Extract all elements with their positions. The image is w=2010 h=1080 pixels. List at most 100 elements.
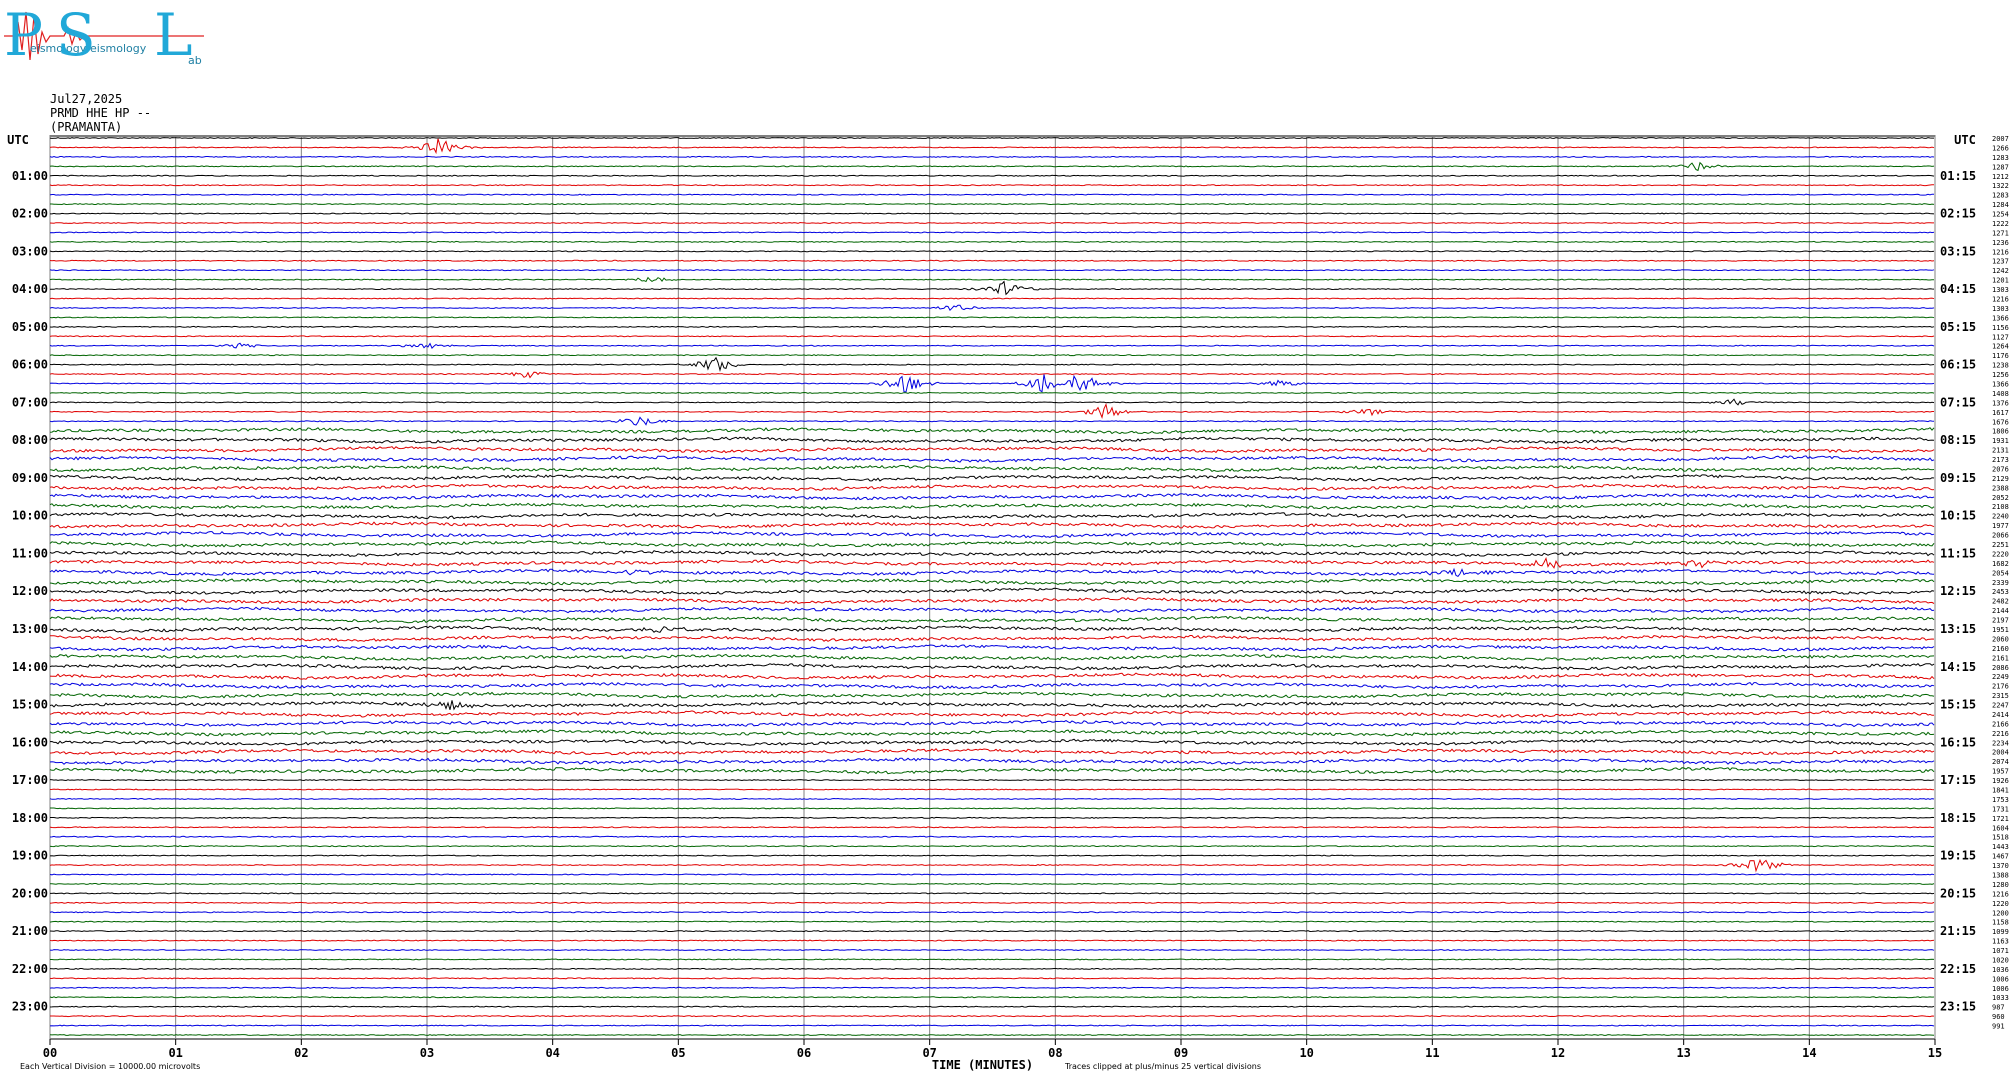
seismic-trace <box>49 615 1935 624</box>
right-time-label: 03:15 <box>1940 244 1976 258</box>
trace-count-label: 2129 <box>1992 475 2009 483</box>
logo-word-1: eismology <box>30 42 87 55</box>
seismic-trace <box>49 398 1935 406</box>
trace-count-label: 1266 <box>1992 144 2009 152</box>
seismic-trace <box>49 374 1935 393</box>
x-tick-label: 15 <box>1928 1046 1942 1060</box>
left-time-label: 19:00 <box>12 849 48 863</box>
trace-count-label: 1201 <box>1992 277 2009 285</box>
right-time-label: 17:15 <box>1940 773 1976 787</box>
trace-count-label: 1158 <box>1992 919 2009 927</box>
trace-count-label: 2240 <box>1992 513 2009 521</box>
left-time-label: 20:00 <box>12 886 48 900</box>
seismic-trace <box>49 911 1935 914</box>
trace-count-label: 1242 <box>1992 267 2009 275</box>
trace-count-label: 2315 <box>1992 692 2009 700</box>
trace-count-label: 2131 <box>1992 447 2009 455</box>
trace-count-label: 2052 <box>1992 494 2009 502</box>
right-time-label: 23:15 <box>1940 1000 1976 1014</box>
seismic-trace <box>49 644 1935 652</box>
trace-count-label: 1366 <box>1992 380 2009 388</box>
header-date: Jul27,2025 <box>50 92 123 106</box>
x-tick-label: 11 <box>1425 1046 1439 1060</box>
seismic-trace <box>49 325 1935 328</box>
seismic-trace <box>49 597 1935 605</box>
seismic-trace <box>49 240 1935 243</box>
seismic-trace <box>49 691 1935 699</box>
left-time-label: 18:00 <box>12 811 48 825</box>
trace-count-label: 991 <box>1992 1023 2005 1031</box>
seismic-trace <box>49 845 1935 848</box>
x-tick-label: 00 <box>43 1046 57 1060</box>
trace-count-label: 1236 <box>1992 239 2009 247</box>
seismic-trace <box>49 1005 1935 1008</box>
trace-count-label: 2007 <box>1992 135 2009 143</box>
trace-count-label: 1020 <box>1992 956 2009 964</box>
right-time-label: 11:15 <box>1940 546 1976 560</box>
right-time-label: 15:15 <box>1940 698 1976 712</box>
seismic-trace <box>49 986 1935 989</box>
trace-count-label: 2108 <box>1992 503 2009 511</box>
x-tick-label: 05 <box>671 1046 685 1060</box>
footnote-left: Each Vertical Division = 10000.00 microv… <box>20 1062 200 1071</box>
trace-count-label: 2216 <box>1992 730 2009 738</box>
trace-count-label: 2060 <box>1992 635 2009 643</box>
left-time-label: 12:00 <box>12 584 48 598</box>
trace-count-label: 1036 <box>1992 966 2009 974</box>
left-axis-title: UTC <box>7 133 29 147</box>
trace-count-label: 1006 <box>1992 985 2009 993</box>
seismic-trace <box>49 797 1935 800</box>
seismic-trace <box>49 474 1935 482</box>
left-time-label: 07:00 <box>12 395 48 409</box>
right-time-label: 16:15 <box>1940 735 1976 749</box>
trace-count-label: 1287 <box>1992 163 2009 171</box>
seismic-trace <box>49 939 1935 942</box>
seismic-trace <box>49 155 1935 158</box>
seismic-trace <box>49 977 1935 980</box>
left-time-label: 21:00 <box>12 924 48 938</box>
trace-count-label: 2066 <box>1992 532 2009 540</box>
seismic-trace <box>49 427 1935 435</box>
x-tick-label: 12 <box>1551 1046 1565 1060</box>
trace-count-label: 1931 <box>1992 437 2009 445</box>
left-time-label: 03:00 <box>12 244 48 258</box>
left-time-label: 01:00 <box>12 169 48 183</box>
seismic-trace <box>49 231 1935 234</box>
trace-count-label: 1604 <box>1992 824 2009 832</box>
seismic-trace <box>49 493 1935 501</box>
seismic-trace <box>49 858 1935 873</box>
right-time-label: 14:15 <box>1940 660 1976 674</box>
seismic-trace <box>49 882 1935 885</box>
seismic-trace <box>49 502 1935 510</box>
trace-count-label: 2234 <box>1992 739 2009 747</box>
left-time-label: 08:00 <box>12 433 48 447</box>
trace-count-label: 960 <box>1992 1013 2005 1021</box>
right-time-label: 08:15 <box>1940 433 1976 447</box>
trace-count-label: 2161 <box>1992 654 2009 662</box>
trace-count-label: 1753 <box>1992 796 2009 804</box>
left-time-label: 23:00 <box>12 1000 48 1014</box>
seismic-trace <box>49 354 1935 357</box>
trace-count-label: 1237 <box>1992 258 2009 266</box>
trace-count-label: 2249 <box>1992 673 2009 681</box>
trace-count-label: 2247 <box>1992 702 2009 710</box>
trace-count-label: 2388 <box>1992 484 2009 492</box>
seismic-trace <box>49 729 1935 737</box>
trace-count-label: 1366 <box>1992 314 2009 322</box>
trace-count-label: 2074 <box>1992 758 2009 766</box>
left-time-label: 15:00 <box>12 698 48 712</box>
trace-count-label: 1676 <box>1992 418 2009 426</box>
trace-count-label: 1841 <box>1992 787 2009 795</box>
trace-count-label: 1518 <box>1992 834 2009 842</box>
seismic-trace <box>49 556 1935 569</box>
seismic-trace <box>49 416 1935 426</box>
trace-count-label: 1127 <box>1992 333 2009 341</box>
x-tick-label: 03 <box>420 1046 434 1060</box>
right-time-label: 13:15 <box>1940 622 1976 636</box>
logo-letter-s: S <box>56 1 96 69</box>
trace-count-label: 1280 <box>1992 881 2009 889</box>
trace-count-label: 1806 <box>1992 428 2009 436</box>
seismic-trace <box>49 521 1935 529</box>
left-time-label: 16:00 <box>12 735 48 749</box>
right-time-label: 06:15 <box>1940 358 1976 372</box>
